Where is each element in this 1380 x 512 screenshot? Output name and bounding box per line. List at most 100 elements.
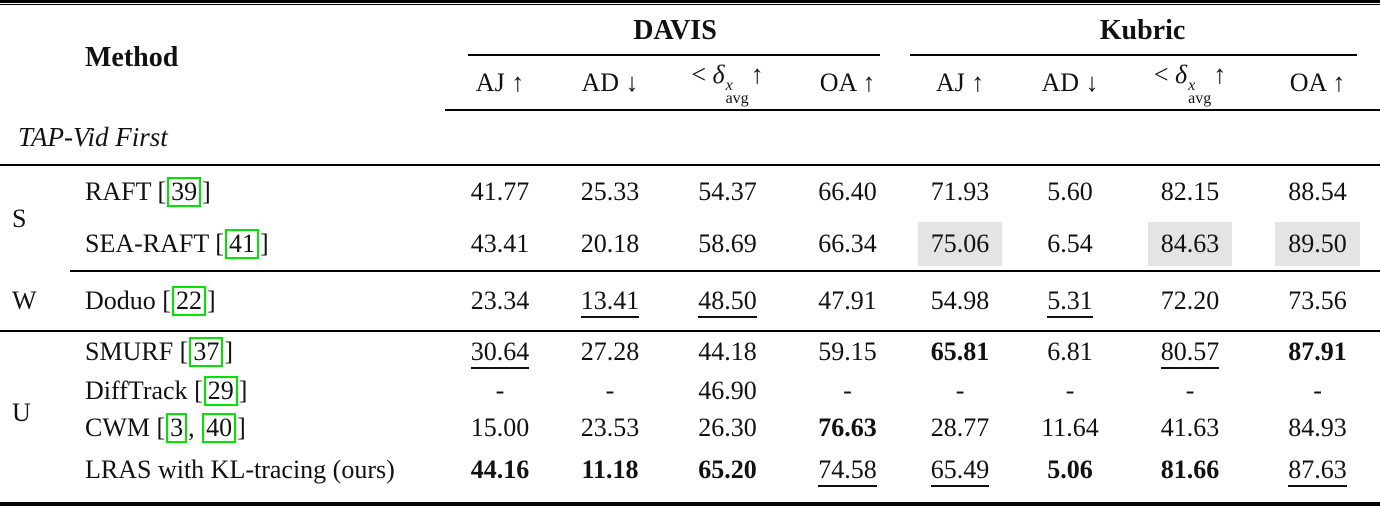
metric-cell: 65.81 bbox=[905, 331, 1015, 372]
method-name: CWM bbox=[85, 412, 150, 442]
citation-ref[interactable]: 3 bbox=[166, 412, 188, 443]
metric-cell: 13.41 bbox=[555, 271, 665, 332]
metric-value: - bbox=[955, 375, 965, 405]
metric-value: 54.98 bbox=[930, 286, 990, 315]
metric-value: 13.41 bbox=[580, 286, 640, 318]
metric-cell: 43.41 bbox=[445, 218, 555, 272]
metric-header: < δ x avg ↑ bbox=[1125, 56, 1256, 111]
metric-cell: 28.77 bbox=[905, 409, 1015, 446]
table-row: LRAS with KL-tracing (ours) 44.16 11.18 65.… bbox=[0, 446, 1380, 494]
metric-cell: 54.37 bbox=[665, 165, 790, 218]
metric-header: AJ ↑ bbox=[445, 56, 555, 111]
kubric-label: Kubric bbox=[1099, 15, 1186, 46]
metric-value: 5.06 bbox=[1047, 455, 1093, 484]
metric-cell: 11.18 bbox=[555, 446, 665, 494]
metric-value: - bbox=[495, 375, 505, 405]
method-name: LRAS with KL-tracing (ours) bbox=[85, 455, 395, 484]
metric-value: 76.63 bbox=[818, 412, 877, 442]
citation-ref[interactable]: 39 bbox=[167, 177, 202, 207]
metric-value: 20.18 bbox=[580, 229, 640, 258]
method-name: SEA-RAFT bbox=[85, 229, 209, 258]
metric-value: 66.34 bbox=[818, 229, 877, 258]
metric-cell: 41.63 bbox=[1125, 409, 1255, 446]
metric-value: 27.28 bbox=[580, 337, 640, 366]
metric-cell: 59.15 bbox=[790, 331, 905, 372]
method-name: DiffTrack bbox=[85, 375, 188, 405]
metric-value: 28.77 bbox=[930, 412, 990, 442]
metric-cell: 5.06 bbox=[1015, 446, 1125, 494]
metric-cell: 46.90 bbox=[665, 372, 790, 409]
metric-value: 11.18 bbox=[581, 455, 639, 484]
metric-header: AD ↓ bbox=[1015, 56, 1126, 111]
metric-value: 72.20 bbox=[1160, 286, 1220, 315]
metric-value: 47.91 bbox=[818, 286, 877, 315]
citation-ref[interactable]: 41 bbox=[224, 229, 259, 259]
table-row: DiffTrack [29] - - 46.90 - - - - - bbox=[0, 372, 1380, 409]
metric-cell: 65.49 bbox=[905, 446, 1015, 494]
citation-ref[interactable]: 37 bbox=[189, 337, 224, 367]
metric-value: 87.91 bbox=[1288, 337, 1347, 366]
metric-value: 65.20 bbox=[698, 455, 757, 484]
metric-value: 71.93 bbox=[930, 177, 990, 206]
metric-cell: 73.56 bbox=[1255, 271, 1380, 332]
metric-cell: 84.93 bbox=[1255, 409, 1380, 446]
metric-header: OA ↑ bbox=[1255, 56, 1380, 111]
metric-value: 6.81 bbox=[1047, 337, 1093, 366]
metric-cell: 54.98 bbox=[905, 271, 1016, 332]
metric-header: OA ↑ bbox=[790, 56, 906, 111]
metric-cell: 48.50 bbox=[665, 271, 790, 332]
table-row: U SMURF [37] 30.64 27.28 44.18 59.15 65.81 6.81… bbox=[0, 331, 1380, 427]
metric-value: 81.66 bbox=[1160, 455, 1220, 484]
citation-ref[interactable]: 22 bbox=[171, 286, 206, 316]
metric-cell: 5.31 bbox=[1015, 271, 1126, 332]
metric-cell: 58.69 bbox=[665, 218, 790, 272]
metric-value: 59.15 bbox=[818, 337, 877, 366]
metric-cell: 6.81 bbox=[1015, 331, 1125, 372]
metric-value: 80.57 bbox=[1160, 337, 1220, 369]
metric-cell: 27.28 bbox=[555, 331, 665, 372]
metric-value: 30.64 bbox=[470, 337, 530, 369]
metric-value: 23.53 bbox=[580, 412, 640, 442]
metric-value: 43.41 bbox=[470, 229, 530, 258]
metric-cell: 84.63 bbox=[1125, 218, 1256, 272]
method-cell: SEA-RAFT [41] bbox=[70, 218, 445, 272]
citation-ref[interactable]: 40 bbox=[202, 412, 237, 443]
table-row: SEA-RAFT [41] 43.41 20.18 58.69 66.34 75.06 6.… bbox=[0, 218, 1380, 272]
metric-value: 41.63 bbox=[1160, 412, 1220, 442]
metric-value: 48.50 bbox=[698, 286, 757, 318]
metric-cell: 75.06 bbox=[905, 218, 1016, 272]
metric-cell: 71.93 bbox=[905, 165, 1015, 218]
metric-value: 25.33 bbox=[580, 177, 640, 206]
metric-cell: 82.15 bbox=[1125, 165, 1255, 218]
table-header: Method DAVIS Kubric AJ ↑ AD ↓ < δ x avg ↑ OA ↑… bbox=[0, 6, 1380, 111]
metric-cell: - bbox=[555, 372, 665, 409]
metric-cell: 11.64 bbox=[1015, 409, 1125, 446]
metric-value: 58.69 bbox=[698, 229, 757, 258]
metric-cell: 30.64 bbox=[445, 331, 555, 372]
group-unsupervised: U SMURF [37] 30.64 27.28 44.18 59.15 65.81 6.81… bbox=[0, 331, 1380, 494]
group-label: S bbox=[12, 203, 27, 233]
metric-value: 23.34 bbox=[470, 286, 530, 315]
metric-value: - bbox=[1313, 375, 1322, 405]
metric-value: 87.63 bbox=[1288, 455, 1347, 487]
group-column-header bbox=[0, 6, 70, 110]
metric-cell: 76.63 bbox=[790, 409, 905, 446]
metric-cell: 81.66 bbox=[1125, 446, 1255, 494]
metric-cell: 44.16 bbox=[445, 446, 555, 494]
metric-cell: 6.54 bbox=[1015, 218, 1126, 272]
metric-value: 15.00 bbox=[470, 412, 530, 442]
metric-value: - bbox=[1065, 375, 1075, 405]
metric-header: AD ↓ bbox=[555, 56, 665, 111]
metric-cell: 20.18 bbox=[555, 218, 665, 272]
method-column-header: Method bbox=[85, 42, 179, 73]
citation-ref[interactable]: 29 bbox=[203, 375, 238, 406]
metric-cell: - bbox=[905, 372, 1015, 409]
method-cell: LRAS with KL-tracing (ours) bbox=[70, 446, 445, 494]
metric-cell: 23.34 bbox=[445, 271, 555, 332]
group-supervised: S RAFT [39] 41.77 25.33 54.37 66.40 71.93 5.60 8… bbox=[0, 165, 1380, 272]
section-label: TAP-Vid First bbox=[0, 110, 1380, 166]
metric-value: 41.77 bbox=[470, 177, 530, 206]
metric-value: 5.60 bbox=[1047, 177, 1093, 206]
metric-value: 65.81 bbox=[930, 337, 990, 366]
